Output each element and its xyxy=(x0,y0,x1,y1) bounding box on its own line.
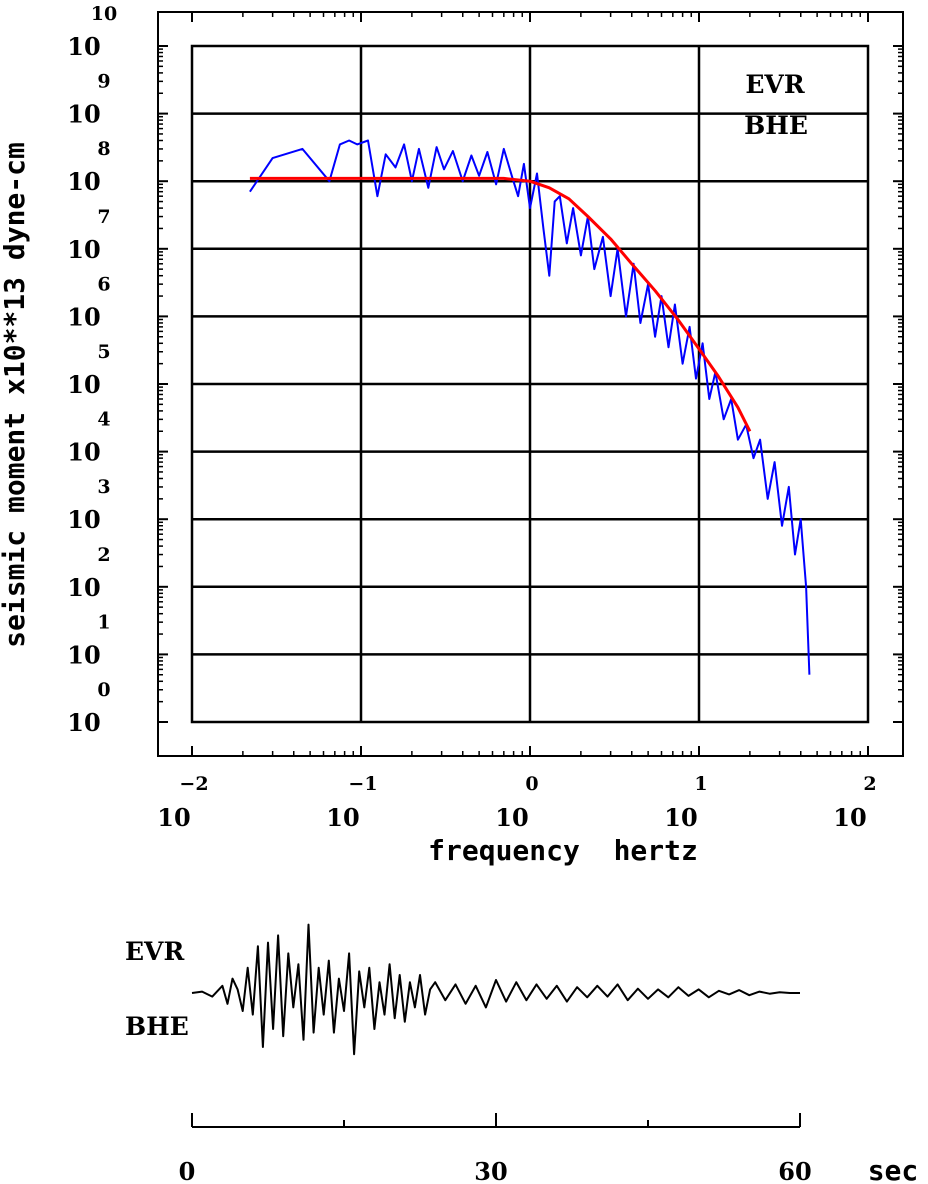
x-tick-label-exponent: 1 xyxy=(694,773,707,795)
y-tick-label-exponent: 5 xyxy=(97,341,110,363)
legend-component: BHE xyxy=(744,111,808,140)
y-tick-label-exponent: 0 xyxy=(97,679,110,701)
label-layer: seismic moment x10**13 dyne-cm frequency… xyxy=(0,70,918,1184)
y-tick-label-base: 10 xyxy=(67,573,100,602)
y-tick-label-base: 10 xyxy=(67,708,100,737)
y-tick-label-exponent: 4 xyxy=(97,409,110,431)
trace-station-label: EVR xyxy=(125,937,184,966)
y-tick-label-exponent: 3 xyxy=(97,476,110,498)
y-tick-label-exponent: 8 xyxy=(97,138,110,160)
x-tick-label-base: 10 xyxy=(495,803,528,832)
y-tick-label-exponent: 7 xyxy=(97,206,110,228)
x-tick-label-exponent: −2 xyxy=(179,773,208,795)
spectrum-series-line xyxy=(249,139,811,675)
x-tick-label-base: 10 xyxy=(326,803,359,832)
y-tick-label-base: 10 xyxy=(67,370,100,399)
y-tick-label-base: 10 xyxy=(67,235,100,264)
y-tick-label-exponent: 10 xyxy=(91,3,117,25)
x-tick-label-base: 10 xyxy=(833,803,866,832)
x-tick-label-exponent: 2 xyxy=(863,773,876,795)
y-tick-label-base: 10 xyxy=(67,32,100,61)
time-tick-label: 0 xyxy=(179,1157,196,1184)
y-tick-label-base: 10 xyxy=(67,100,100,129)
y-tick-label-base: 10 xyxy=(67,640,100,669)
y-tick-label-exponent: 1 xyxy=(97,611,110,633)
time-tick-label: 30 xyxy=(474,1157,507,1184)
seismogram-trace xyxy=(191,923,800,1056)
time-tick-label: 60 xyxy=(778,1157,811,1184)
series-layer xyxy=(191,139,811,1056)
y-tick-label-exponent: 2 xyxy=(97,544,110,566)
y-tick-label-base: 10 xyxy=(67,167,100,196)
y-tick-label-base: 10 xyxy=(67,438,100,467)
x-tick-label-exponent: −1 xyxy=(348,773,377,795)
grid-layer xyxy=(192,46,868,722)
y-tick-label-exponent: 9 xyxy=(97,71,110,93)
time-axis-label: sec xyxy=(868,1154,919,1184)
y-tick-label-base: 10 xyxy=(67,505,100,534)
model-fit-line xyxy=(249,176,752,432)
x-tick-label-base: 10 xyxy=(664,803,697,832)
tick-layer: 100101102103104105106107108109101010−210… xyxy=(67,3,903,1184)
x-tick-label-base: 10 xyxy=(157,803,190,832)
x-tick-label-exponent: 0 xyxy=(525,773,538,795)
y-tick-label-exponent: 6 xyxy=(97,273,110,295)
y-axis-label: seismic moment x10**13 dyne-cm xyxy=(0,142,31,648)
legend-station: EVR xyxy=(745,70,804,99)
trace-component-label: BHE xyxy=(125,1012,189,1041)
x-axis-label: frequency hertz xyxy=(428,834,698,867)
y-tick-label-base: 10 xyxy=(67,302,100,331)
